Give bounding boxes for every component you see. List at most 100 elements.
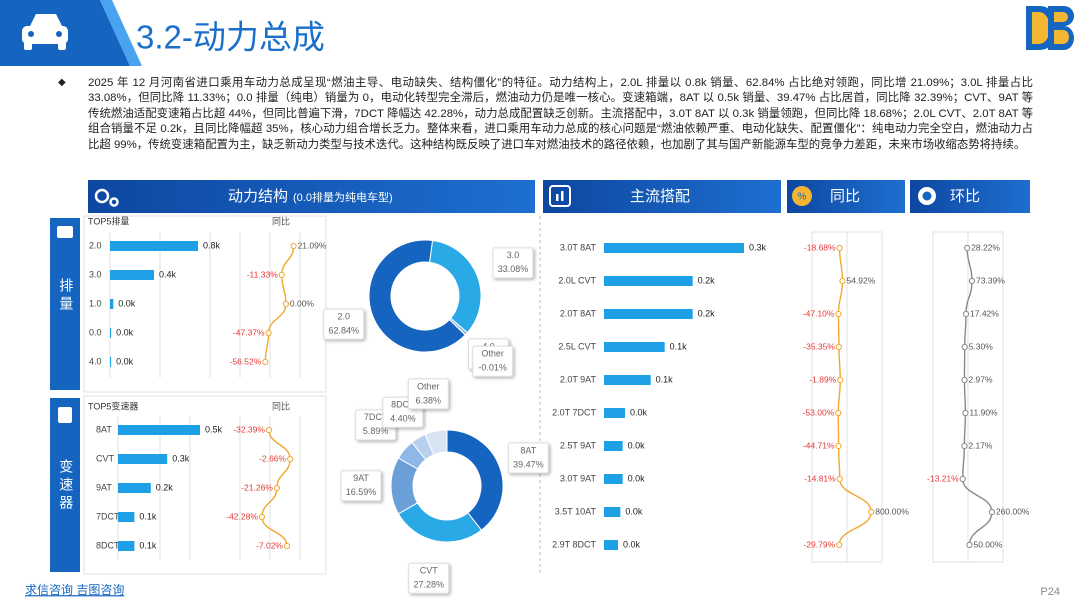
page-number: P24 (1040, 586, 1060, 598)
category-label: 9AT (96, 482, 112, 492)
engine-icon (57, 226, 73, 238)
donut-segment (429, 239, 482, 334)
value-label: 0.3k (172, 453, 190, 463)
value-label: -1.89% (809, 374, 836, 384)
section-title: 动力结构 (228, 188, 288, 205)
value-label: 0.5k (205, 424, 223, 434)
point (839, 277, 846, 285)
value-label: 0.0k (625, 506, 643, 516)
logo (1026, 6, 1074, 50)
section-header (543, 180, 781, 213)
side-tab (50, 398, 80, 572)
callout-name: Other (481, 349, 504, 359)
value-label: 800.00% (875, 506, 909, 516)
category-label: 4.0 (89, 356, 102, 366)
category-label: CVT (96, 453, 115, 463)
chart-icon-bar (556, 194, 559, 201)
value-label: 0.1k (656, 374, 674, 384)
trend-line (837, 247, 872, 546)
callout: 8AT 39.47% (507, 442, 549, 474)
value-label: 2.17% (968, 440, 993, 450)
side-tab-label: 变速器 (58, 459, 74, 513)
point (837, 376, 844, 384)
section-title: 主流搭配 (630, 188, 690, 205)
callout-box (408, 562, 450, 594)
category-label: 2.0T 7DCT (552, 407, 596, 417)
value-label: -13.21% (927, 473, 959, 483)
category-label: 2.0L CVT (558, 275, 596, 285)
point (835, 442, 842, 450)
donut-segment (424, 429, 448, 456)
section-note: (0.0排量为纯电车型) (293, 190, 393, 204)
bar (118, 512, 135, 522)
value-label: -35.35% (803, 341, 835, 351)
point (836, 475, 843, 483)
point (966, 541, 973, 549)
bar (118, 541, 135, 551)
category-label: 3.0T 9AT (560, 473, 597, 483)
value-label: 0.0k (118, 298, 136, 308)
callout-box (472, 345, 514, 377)
point (836, 541, 843, 549)
point (988, 508, 996, 516)
category-label: 0.0 (89, 327, 102, 337)
callout-name: CVT (420, 566, 439, 576)
chart-icon (549, 185, 571, 207)
value-label: 260.00% (996, 506, 1030, 516)
trend-line (962, 247, 993, 546)
bar (118, 425, 200, 435)
section-title: 环比 (950, 188, 980, 205)
percent-glyph: % (798, 192, 807, 203)
footer-links[interactable]: 求信咨询 吉图咨询 (25, 582, 124, 597)
value-label: 54.92% (846, 275, 875, 285)
category-label: 1.0 (89, 298, 102, 308)
value-label: 73.39% (976, 275, 1005, 285)
donut-segment (448, 318, 467, 336)
point (836, 244, 843, 252)
callout-value: 27.28% (414, 580, 445, 590)
value-label: 0.1k (139, 511, 157, 521)
category-label: 2.9T 8DCT (552, 539, 596, 549)
value-label: -29.79% (803, 539, 835, 549)
section-header (88, 180, 535, 213)
value-label: 0.0k (630, 407, 648, 417)
callout-name: 3.0 (507, 250, 520, 260)
value-label: -47.37% (233, 327, 265, 337)
value-label: 0.0k (116, 327, 134, 337)
bar (604, 507, 621, 517)
point (961, 343, 968, 351)
value-label: 0.2k (698, 275, 716, 285)
value-label: -47.10% (803, 308, 835, 318)
callout-value: 5.89% (363, 426, 389, 436)
panel-frames (83, 215, 1004, 575)
value-label: 28.22% (971, 242, 1000, 252)
value-label: -42.28% (226, 511, 258, 521)
callout-name: Other (417, 381, 440, 391)
value-label: 17.42% (970, 308, 999, 318)
point (959, 475, 966, 483)
callout-name: 8AT (520, 445, 536, 455)
value-label: 0.8k (203, 240, 221, 250)
bar (604, 243, 744, 253)
callout-box (323, 308, 365, 340)
value-label: -18.68% (804, 242, 836, 252)
point (283, 542, 291, 550)
value-label: -53.00% (803, 407, 835, 417)
point (278, 271, 285, 279)
point (265, 426, 273, 434)
value-label: 0.1k (670, 341, 688, 351)
point (258, 513, 266, 521)
point (962, 409, 969, 417)
side-tab-label: 排量 (58, 278, 74, 314)
bar (604, 276, 693, 286)
chart-title: TOP5变速器 (88, 400, 138, 411)
callout-value: 6.38% (416, 395, 442, 405)
category-label: 3.5T 10AT (555, 506, 597, 516)
value-label: 21.09% (298, 240, 327, 250)
bar (110, 357, 112, 367)
callout: 9AT 16.59% (340, 470, 382, 502)
value-label: 0.0k (623, 539, 641, 549)
callout-value: 39.47% (513, 459, 544, 469)
point (835, 310, 842, 318)
value-label: 0.1k (139, 540, 157, 550)
